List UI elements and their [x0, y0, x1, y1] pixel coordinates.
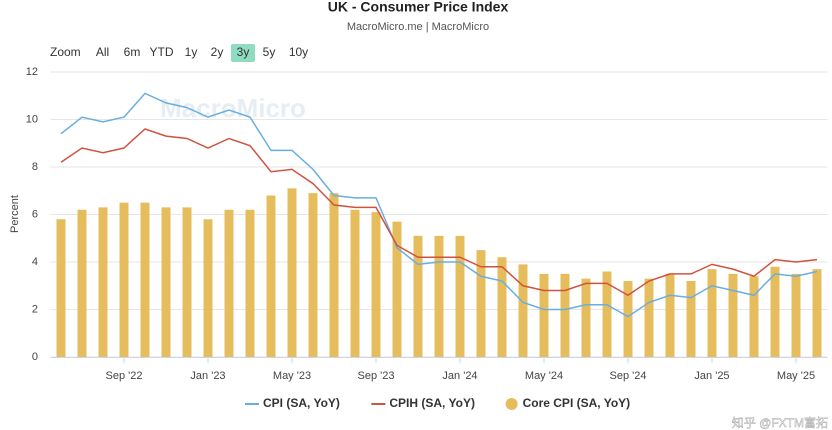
bar: [392, 221, 402, 357]
bar: [266, 195, 276, 357]
bar: [476, 250, 486, 357]
bar: [140, 202, 150, 357]
bar: [539, 273, 549, 357]
x-tick-label: May '23: [273, 370, 311, 382]
y-tick-label: 4: [32, 256, 38, 268]
y-tick-label: 10: [26, 113, 38, 125]
bar: [350, 209, 360, 357]
bar: [686, 281, 696, 357]
chart-title: UK - Consumer Price Index: [328, 0, 509, 15]
bar: [308, 193, 318, 357]
legend-label[interactable]: Core CPI (SA, YoY): [523, 396, 631, 410]
watermark: MacroMicro: [160, 93, 306, 123]
bar: [812, 269, 822, 357]
y-tick-label: 12: [26, 66, 38, 78]
line: [60, 92, 818, 318]
x-tick-label: Sep '24: [610, 370, 647, 382]
range-button[interactable]: YTD: [150, 45, 174, 59]
bar: [455, 235, 465, 357]
range-button[interactable]: 10y: [289, 45, 308, 59]
bar: [329, 193, 339, 357]
x-tick-label: Jan '23: [190, 370, 225, 382]
y-axis-label: Percent: [9, 195, 21, 233]
bar: [623, 281, 633, 357]
range-button[interactable]: All: [96, 45, 109, 59]
bar: [665, 273, 675, 357]
bar: [203, 219, 213, 357]
range-button[interactable]: 1y: [185, 45, 198, 59]
bar: [707, 269, 717, 357]
line: [60, 128, 818, 297]
bar: [182, 207, 192, 357]
bar: [56, 219, 66, 357]
x-tick-label: Jan '25: [694, 370, 729, 382]
bar: [497, 257, 507, 357]
legend-label[interactable]: CPI (SA, YoY): [263, 396, 340, 410]
bar: [98, 207, 108, 357]
x-tick-label: Sep '22: [106, 370, 143, 382]
range-button[interactable]: 6m: [124, 45, 141, 59]
range-button[interactable]: 5y: [263, 45, 276, 59]
bar: [560, 273, 570, 357]
bar: [161, 207, 171, 357]
bar: [224, 209, 234, 357]
bar: [791, 273, 801, 357]
credit: 知乎 @FXTM富拓: [732, 415, 828, 430]
bar: [728, 273, 738, 357]
zoom-label: Zoom: [50, 45, 81, 59]
bar: [749, 276, 759, 357]
legend-label[interactable]: CPIH (SA, YoY): [389, 396, 475, 410]
bar: [119, 202, 129, 357]
x-tick-label: Sep '23: [358, 370, 395, 382]
range-button-active: [231, 44, 255, 62]
bar: [77, 209, 87, 357]
range-button[interactable]: 3y: [237, 45, 250, 59]
bar: [434, 235, 444, 357]
bar: [287, 188, 297, 357]
chart-subtitle: MacroMicro.me | MacroMicro: [347, 21, 489, 33]
bar: [518, 264, 528, 357]
y-tick-label: 6: [32, 208, 38, 220]
bar: [581, 278, 591, 357]
range-button[interactable]: 2y: [211, 45, 224, 59]
x-tick-label: Jan '24: [442, 370, 477, 382]
bar: [371, 212, 381, 357]
bar: [245, 209, 255, 357]
bar: [602, 271, 612, 357]
y-tick-label: 2: [32, 303, 38, 315]
y-tick-label: 0: [32, 351, 38, 363]
y-tick-label: 8: [32, 161, 38, 173]
bar: [770, 266, 780, 357]
x-tick-label: May '24: [525, 370, 563, 382]
legend-swatch: [505, 398, 518, 410]
x-tick-label: May '25: [777, 370, 815, 382]
bar: [644, 278, 654, 357]
bar: [413, 235, 423, 357]
